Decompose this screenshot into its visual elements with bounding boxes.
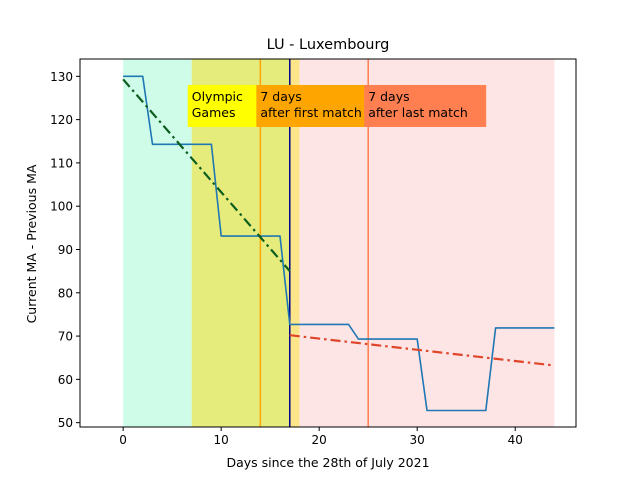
period-shading: [123, 59, 555, 427]
y-tick-label: 110: [50, 156, 73, 170]
y-tick-label: 80: [58, 286, 73, 300]
x-tick-label: 10: [214, 433, 229, 447]
x-tick-label: 20: [312, 433, 327, 447]
y-tick-label: 70: [58, 330, 73, 344]
series-lines: [122, 75, 555, 412]
annotation-box-1: [256, 84, 369, 127]
ma-difference-line: [123, 75, 555, 412]
trend-line-2: [289, 334, 555, 367]
annotation-text-1-1: after first match: [260, 105, 361, 120]
trend-line-1: [122, 78, 291, 272]
y-tick-label: 50: [58, 416, 73, 430]
annotation-box-2: [364, 84, 487, 127]
x-axis-ticks: 0 10 20 30 40: [119, 427, 523, 447]
y-tick-label: 100: [50, 200, 73, 214]
y-axis-label: Current MA - Previous MA: [24, 164, 39, 323]
y-tick-label: 60: [58, 373, 73, 387]
y-tick-label: 130: [50, 70, 73, 84]
axes-frame: [79, 58, 577, 428]
y-axis-ticks: 50 60 70 80 90 100 110 120 130: [50, 70, 80, 430]
annotation-text-0-0: Olympic: [192, 89, 243, 104]
annotation-text-0-1: Games: [192, 105, 236, 120]
x-axis-label: Days since the 28th of July 2021: [226, 455, 429, 470]
period-region-0: [123, 59, 192, 427]
annotation-text-1-0: 7 days: [260, 89, 301, 104]
x-tick-label: 30: [410, 433, 425, 447]
period-region-2: [289, 59, 300, 427]
y-tick-label: 90: [58, 243, 73, 257]
annotation-box-0: [187, 84, 258, 127]
annotation-text-2-1: after last match: [368, 105, 468, 120]
x-tick-label: 0: [119, 433, 127, 447]
annotation-text-2-0: 7 days: [368, 89, 409, 104]
y-tick-label: 120: [50, 113, 73, 127]
chart-title: LU - Luxembourg: [267, 37, 390, 53]
x-tick-label: 40: [508, 433, 523, 447]
